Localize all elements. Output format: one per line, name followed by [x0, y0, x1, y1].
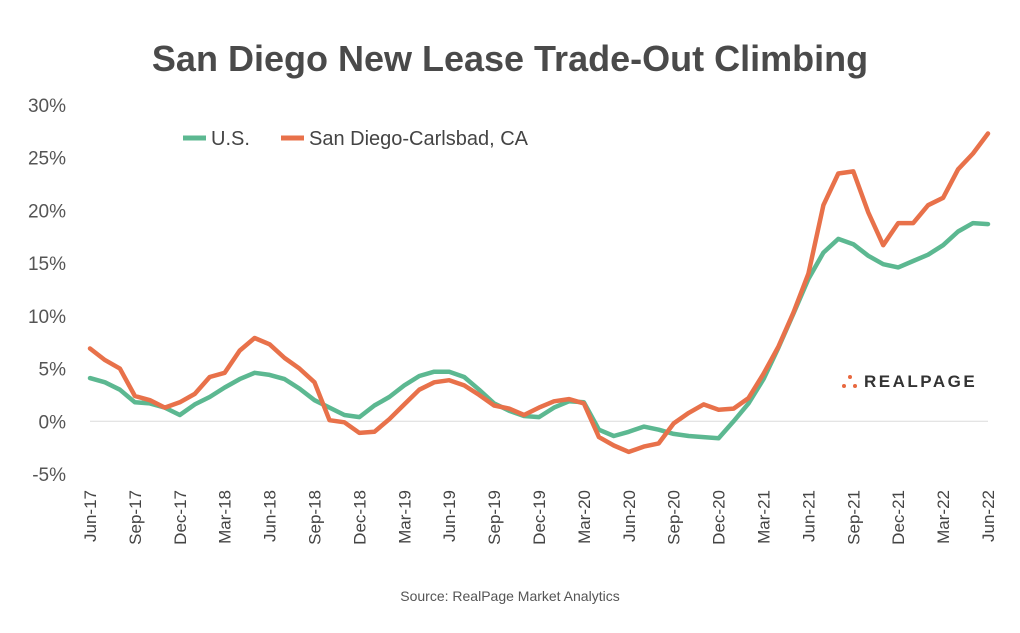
x-tick-label: Sep-20: [665, 490, 684, 545]
y-tick-label: 0%: [39, 412, 67, 433]
legend-label-san-diego: San Diego-Carlsbad, CA: [309, 128, 529, 150]
series-lines: [87, 131, 991, 455]
y-tick-label: 30%: [28, 96, 66, 117]
x-tick-label: Mar-19: [395, 490, 414, 544]
y-tick-label: 25%: [28, 149, 66, 170]
realpage-logo: REALPAGE: [840, 372, 977, 392]
legend: U.S. San Diego-Carlsbad, CA: [183, 128, 529, 150]
x-tick-label: Sep-19: [485, 490, 504, 545]
x-tick-label: Mar-18: [216, 490, 235, 544]
legend-label-us: U.S.: [211, 128, 250, 150]
x-tick-label: Mar-22: [934, 490, 953, 544]
x-tick-label: Jun-17: [81, 490, 100, 542]
x-tick-label: Jun-19: [440, 490, 459, 542]
x-tick-label: Dec-19: [530, 490, 549, 545]
x-tick-label: Sep-17: [126, 490, 145, 545]
source-note: Source: RealPage Market Analytics: [400, 588, 620, 604]
x-tick-label: Dec-21: [889, 490, 908, 545]
logo-dots-icon: [840, 372, 860, 392]
chart-title: San Diego New Lease Trade-Out Climbing: [151, 38, 869, 79]
y-tick-label: -5%: [32, 465, 66, 486]
x-axis: Jun-17 Sep-17 Dec-17 Mar-18 Jun-18 Sep-18 Dec-…: [81, 490, 998, 545]
x-tick-label: Jun-21: [799, 490, 818, 542]
y-tick-label: 15%: [28, 254, 66, 275]
x-tick-label: Dec-18: [350, 490, 369, 545]
x-tick-label: Mar-20: [575, 490, 594, 544]
y-tick-label: 5%: [39, 360, 67, 381]
x-tick-label: Jun-18: [261, 490, 280, 542]
y-tick-label: 10%: [28, 307, 66, 328]
logo-text: REALPAGE: [864, 372, 978, 391]
x-tick-label: Dec-17: [171, 490, 190, 545]
series-line-us: [87, 220, 991, 441]
x-tick-label: Sep-18: [306, 490, 325, 545]
y-axis: 30% 25% 20% 15% 10% 5% 0% -5%: [28, 96, 66, 486]
x-tick-label: Sep-21: [844, 490, 863, 545]
y-tick-label: 20%: [28, 201, 66, 222]
x-tick-label: Mar-21: [755, 490, 774, 544]
x-tick-label: Jun-20: [620, 490, 639, 542]
x-tick-label: Jun-22: [979, 490, 998, 542]
series-line-san-diego: [87, 131, 991, 455]
x-tick-label: Dec-20: [710, 490, 729, 545]
